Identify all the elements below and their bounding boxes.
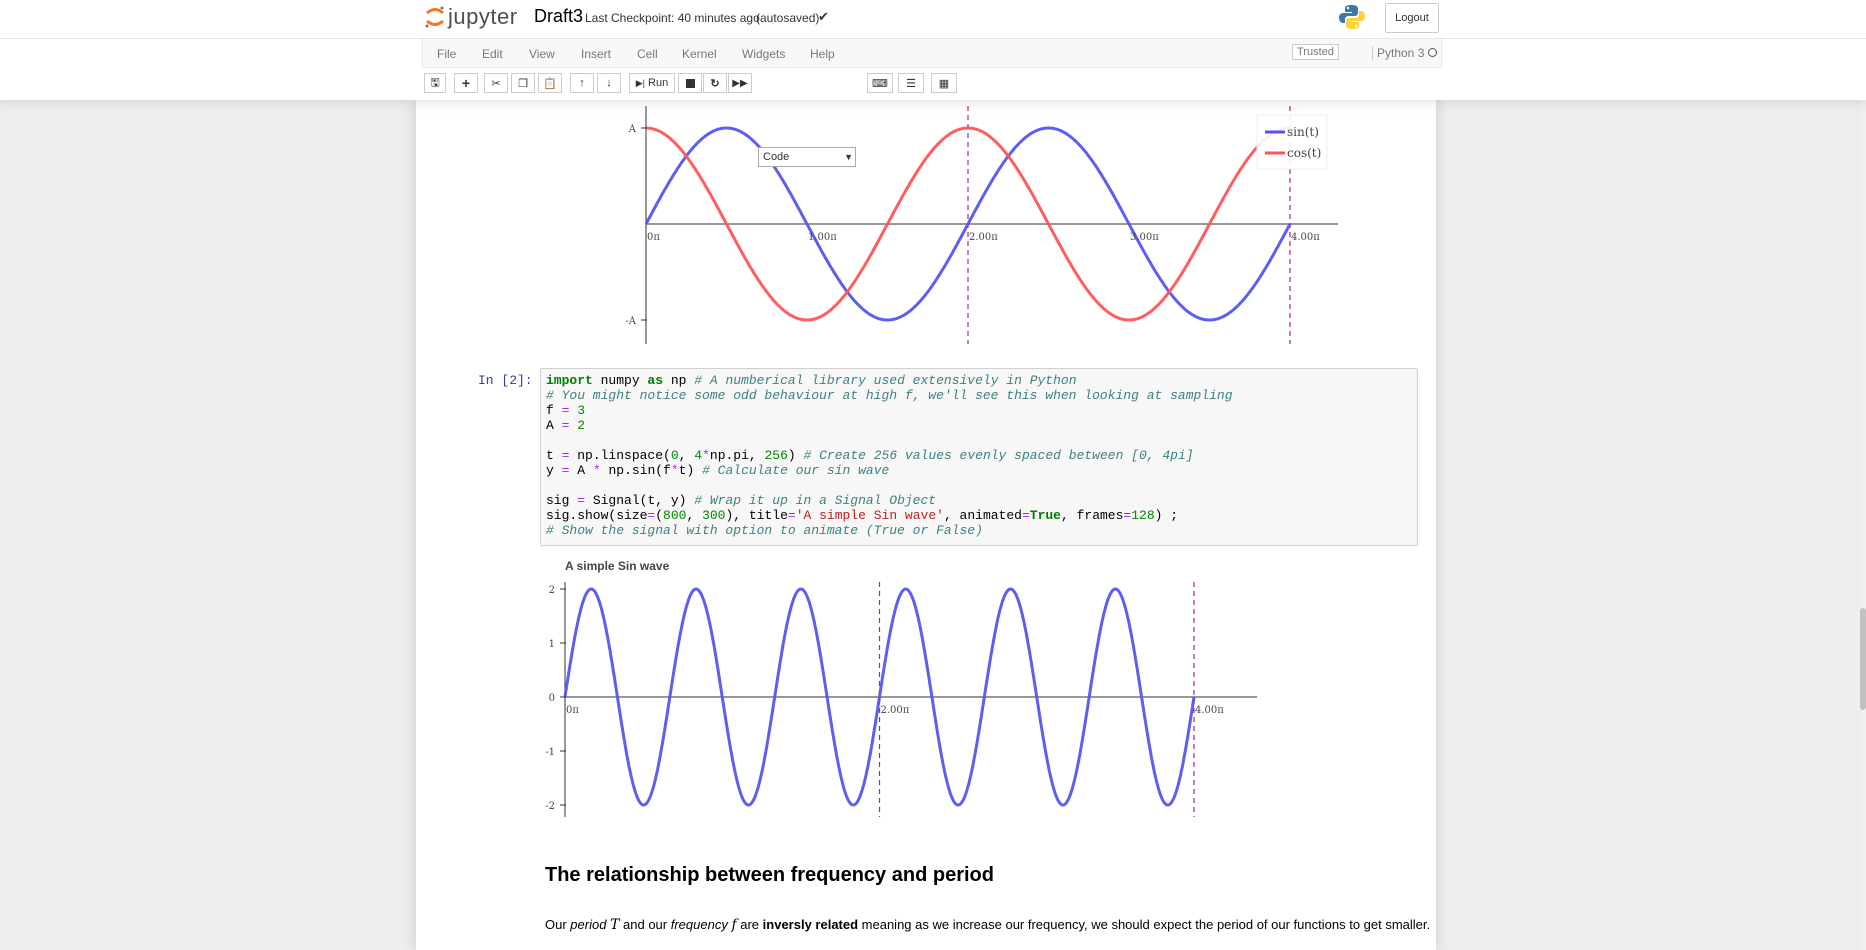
calculator-icon: ▦	[938, 77, 950, 90]
y-tick-label: -A	[625, 316, 636, 327]
logo-text: jupyter	[448, 4, 518, 29]
period-word: period	[570, 917, 607, 932]
x-tick-label: 4.00π	[1195, 705, 1224, 716]
paste-button[interactable]: 📋	[538, 73, 562, 93]
menu-help[interactable]: Help	[810, 47, 835, 61]
legend-label: sin(t)	[1287, 125, 1319, 139]
legend-box	[1256, 114, 1328, 170]
copy-icon: ❐	[518, 77, 528, 90]
kernel-idle-icon	[1428, 48, 1437, 57]
menu-edit[interactable]: Edit	[482, 47, 503, 61]
x-tick-label: 2.00π	[881, 705, 910, 716]
restart-button[interactable]: ↻	[703, 73, 727, 93]
y-tick-label: -2	[545, 801, 555, 812]
x-tick-label: 0π	[647, 232, 660, 243]
notebook-name[interactable]: Draft3	[534, 6, 584, 26]
toc-button[interactable]: ☰	[898, 73, 924, 93]
period-symbol: T	[610, 917, 620, 933]
text-run: and our	[619, 917, 671, 932]
markdown-paragraph: Our period T and our frequency f are inv…	[545, 917, 1430, 933]
notebook-header: jupyter Draft3 Last Checkpoint: 40 minut…	[0, 0, 1866, 167]
cell-type-select[interactable]: Code ▼	[758, 147, 856, 167]
calculator-button[interactable]: ▦	[931, 73, 957, 93]
section-heading: The relationship between frequency and p…	[545, 864, 994, 886]
code-cell-input[interactable]	[540, 368, 1418, 546]
cut-button[interactable]: ✂	[484, 73, 508, 93]
x-tick-label: 2.00π	[969, 232, 998, 243]
stop-icon	[685, 78, 695, 88]
menu-insert[interactable]: Insert	[581, 47, 612, 61]
text-run: meaning as we increase our frequency, we…	[858, 917, 1431, 932]
code-editor[interactable]: import numpy as np # A numberical librar…	[546, 373, 1233, 538]
paste-icon: 📋	[543, 77, 557, 90]
legend-label: cos(t)	[1287, 146, 1321, 160]
kernel-name[interactable]: Python 3	[1372, 46, 1424, 60]
x-tick-label: 0π	[566, 705, 579, 716]
bold-text: inversly related	[762, 917, 859, 932]
y-tick-label: -1	[545, 747, 555, 758]
series-line	[646, 126, 1290, 322]
python-logo-icon	[1339, 5, 1365, 29]
x-tick-label: 1.00π	[808, 232, 837, 243]
run-button[interactable]: ▶| Run	[629, 73, 675, 93]
command-palette-button[interactable]: ⌨	[867, 73, 893, 93]
series-line	[644, 126, 1292, 322]
notebook-toolbar: 🖫 + ✂ ❐ 📋 ↑ ↓ ▶| Run ↻ ▶▶ Code ▼ ⌨ ☰ ▦	[0, 73, 1866, 167]
logout-button[interactable]: Logout	[1385, 3, 1439, 33]
step-forward-icon: ▶|	[635, 77, 646, 88]
menu-bar: File Edit View Insert Cell Kernel Widget…	[422, 38, 1442, 68]
top-bar: jupyter Draft3 Last Checkpoint: 40 minut…	[0, 0, 1866, 39]
chart-title: A simple Sin wave	[565, 559, 670, 573]
interrupt-button[interactable]	[678, 73, 702, 93]
cell-type-value: Code	[763, 151, 790, 163]
fast-forward-icon: ▶▶	[732, 77, 748, 89]
cell-prompt: In [2]:	[478, 373, 533, 388]
frequency-symbol: f	[731, 917, 737, 933]
menu-widgets[interactable]: Widgets	[742, 47, 786, 61]
jupyter-logo[interactable]: jupyter	[424, 2, 518, 32]
menu-kernel[interactable]: Kernel	[682, 47, 717, 61]
arrow-up-icon: ↑	[579, 77, 585, 89]
restart-run-all-button[interactable]: ▶▶	[728, 73, 752, 93]
plus-icon: +	[461, 75, 471, 91]
menu-file[interactable]: File	[437, 47, 457, 61]
checkpoint-status: Last Checkpoint: 40 minutes ago	[585, 11, 760, 25]
scrollbar[interactable]	[1860, 100, 1866, 950]
y-tick-label: 0	[549, 693, 555, 704]
run-label: Run	[648, 77, 669, 89]
scissors-icon: ✂	[491, 77, 501, 90]
series-line	[563, 587, 1196, 807]
move-up-button[interactable]: ↑	[570, 73, 594, 93]
keyboard-icon: ⌨	[872, 77, 888, 90]
restart-icon: ↻	[710, 77, 720, 90]
scrollbar-thumb[interactable]	[1860, 608, 1866, 710]
y-tick-label: 2	[549, 585, 555, 596]
trusted-indicator[interactable]: Trusted	[1292, 44, 1339, 60]
move-down-button[interactable]: ↓	[597, 73, 621, 93]
save-button[interactable]: 🖫	[424, 73, 446, 93]
text-run: Our	[545, 917, 571, 932]
list-icon: ☰	[906, 77, 916, 90]
x-tick-label: 3.00π	[1130, 232, 1159, 243]
menu-cell[interactable]: Cell	[637, 47, 658, 61]
autosave-status: (autosaved)	[756, 11, 820, 25]
x-tick-label: 4.00π	[1291, 232, 1320, 243]
insert-cell-button[interactable]: +	[454, 73, 478, 93]
jupyter-ring-icon	[425, 6, 444, 28]
save-icon: 🖫	[430, 76, 440, 89]
chevron-down-icon: ▼	[844, 152, 853, 162]
y-tick-label: 1	[549, 639, 555, 650]
arrow-down-icon: ↓	[606, 77, 612, 89]
frequency-word: frequency	[670, 917, 728, 932]
y-tick-label: A	[628, 124, 637, 135]
checkmark-icon: ✔	[818, 9, 829, 24]
copy-button[interactable]: ❐	[511, 73, 535, 93]
text-run: are	[736, 917, 763, 932]
menu-view[interactable]: View	[529, 47, 555, 61]
